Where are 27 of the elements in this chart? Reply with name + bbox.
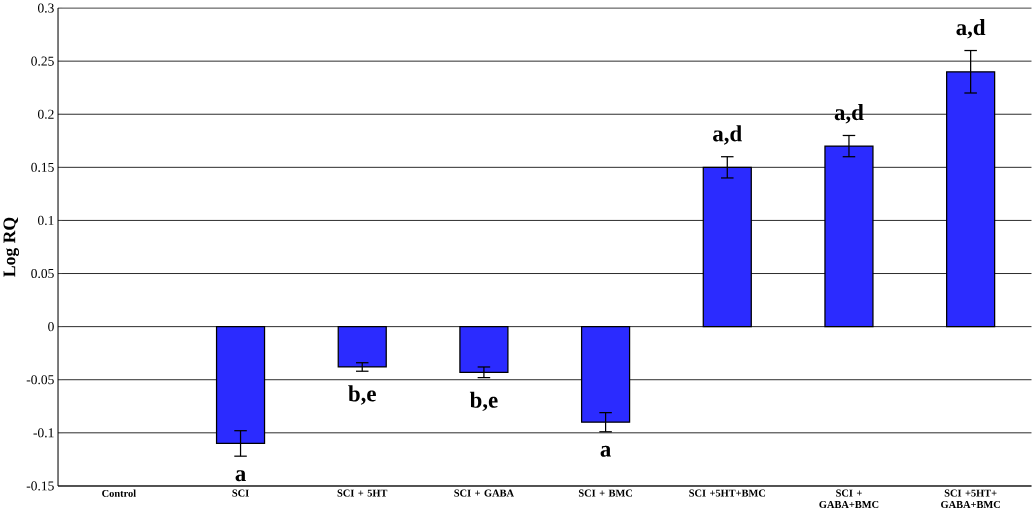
- y-tick-label: 0.3: [37, 3, 54, 13]
- annotation: a,d: [956, 18, 986, 39]
- x-tick-label: SCI + GABA+BMC: [819, 489, 879, 508]
- y-axis-title: Log RQ: [3, 217, 20, 277]
- y-tick-label: 0.2: [37, 109, 54, 119]
- bar: [337, 325, 387, 368]
- x-tick-label: SCI + GABA: [454, 489, 514, 497]
- y-tick-label: -0.15: [26, 481, 54, 491]
- annotation: a,d: [713, 125, 742, 145]
- annotation: b,e: [469, 391, 498, 411]
- annotation: a: [600, 445, 611, 457]
- annotation: b,e: [348, 385, 376, 405]
- x-tick-label: SCI +5HT+BMC: [689, 489, 766, 497]
- x-tick-label: SCI: [232, 489, 249, 497]
- y-tick-label: -0.05: [26, 374, 54, 385]
- y-tick-label: 0.25: [31, 56, 54, 66]
- bar: [459, 325, 509, 373]
- y-tick-label: -0.1: [33, 428, 54, 438]
- y-tick-label: 0.15: [31, 162, 54, 172]
- x-tick-label: SCI + BMC: [578, 489, 633, 497]
- y-tick-label: 0.1: [37, 215, 54, 225]
- x-tick-label: SCI +5HT+ GABA+BMC: [941, 489, 1000, 508]
- y-tick-label: 0: [48, 321, 54, 331]
- annotation: a: [235, 470, 246, 482]
- y-tick-label: 0.05: [31, 268, 54, 278]
- x-tick-label: Control: [102, 489, 136, 497]
- x-tick-label: SCI + 5HT: [337, 489, 388, 497]
